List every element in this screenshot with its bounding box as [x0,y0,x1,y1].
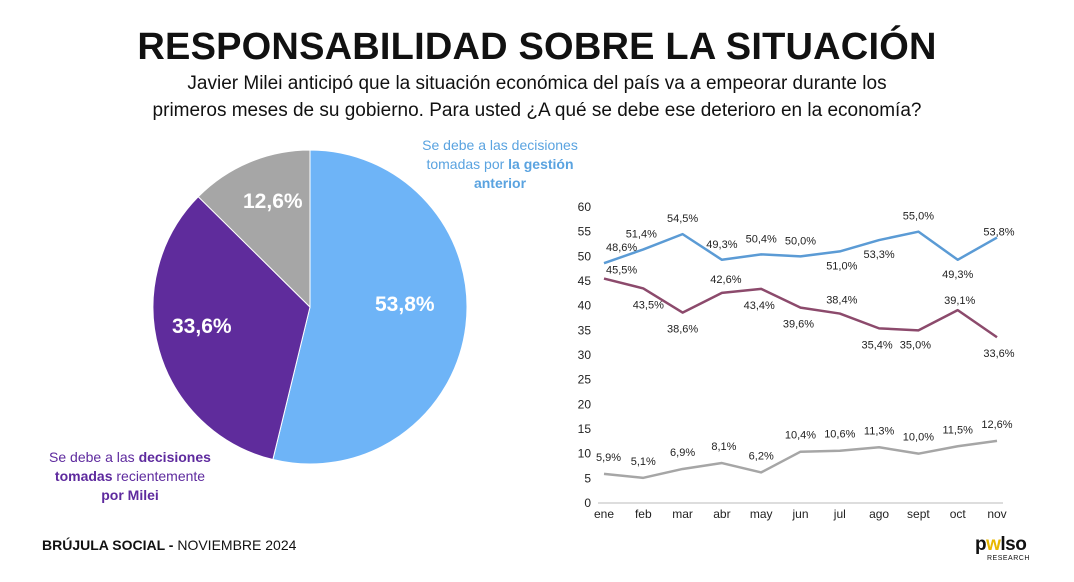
data-label: 11,3% [864,425,895,437]
pulso-research-logo: pwlso RESEARCH [975,535,1045,567]
y-tick-label: 15 [578,422,592,436]
logo-wordmark: pwlso [975,534,1027,555]
data-label: 54,5% [667,213,698,225]
y-tick-label: 40 [578,299,592,313]
pie-slice-1 [152,195,311,461]
pie-slice-2 [197,149,311,309]
data-label: 51,4% [626,228,657,240]
y-tick-label: 10 [578,447,592,461]
x-tick-label: ago [869,507,889,521]
question-line-2: primeros meses de su gobierno. Para uste… [152,100,922,121]
data-label: 49,3% [942,269,973,281]
data-label: 10,6% [824,429,855,441]
y-tick-label: 60 [578,200,592,214]
x-tick-label: mar [672,507,693,521]
footer: BRÚJULA SOCIAL - NOVIEMBRE 2024 [42,537,296,553]
data-label: 38,4% [826,295,857,307]
data-label: 5,1% [631,456,656,468]
y-tick-label: 30 [578,348,592,362]
x-tick-label: ene [594,507,614,521]
data-label: 33,6% [983,348,1014,360]
callout-milei: Se debe a las decisiones tomadas recient… [30,448,230,505]
logo-subtitle: RESEARCH [987,555,1030,562]
x-tick-label: feb [635,507,652,521]
pie-slice-0 [272,149,468,465]
data-label: 39,1% [944,295,975,307]
pie-label-milei: 33,6% [172,315,232,338]
series-line-1 [603,277,998,339]
data-label: 8,1% [711,441,736,453]
data-label: 6,2% [749,450,774,462]
callout-blue-line2-bold: la gestión [508,156,574,172]
data-label: 45,5% [606,265,637,277]
x-tick-label: nov [987,507,1006,521]
callout-purple-line2-bold: tomadas [54,468,113,484]
question-line-1: Javier Milei anticipó que la situación e… [187,73,887,94]
y-tick-label: 50 [578,249,592,263]
data-label: 53,3% [863,249,894,261]
callout-gestion-anterior: Se debe a las decisiones tomadas por la … [395,136,605,193]
pie-label-gestion-anterior: 53,8% [375,293,435,316]
data-label: 43,4% [744,300,775,312]
data-label: 50,4% [746,233,777,245]
data-label: 50,0% [785,235,816,247]
y-tick-label: 5 [584,471,591,485]
callout-purple-line2: recientemente [112,468,206,484]
data-label: 35,0% [900,339,931,351]
data-label: 53,8% [983,227,1014,239]
pie-label-otros: 12,6% [243,190,303,213]
data-label: 55,0% [903,211,934,223]
data-label: 42,6% [710,274,741,286]
data-label: 6,9% [670,447,695,459]
callout-blue-line3-bold: anterior [473,175,527,191]
data-label: 11,5% [943,424,974,436]
data-label: 35,4% [861,339,892,351]
y-tick-label: 55 [578,225,592,239]
y-tick-label: 35 [578,323,592,337]
footer-brand: BRÚJULA SOCIAL - [42,537,174,553]
x-tick-label: abr [713,507,730,521]
data-label: 43,5% [633,299,664,311]
data-label: 48,6% [606,242,637,254]
callout-purple-line1-bold: decisiones [138,449,211,465]
series-line-2 [603,439,998,480]
footer-date: NOVIEMBRE 2024 [173,537,297,553]
page-title: RESPONSABILIDAD SOBRE LA SITUACIÓN [137,26,937,68]
data-label: 39,6% [783,319,814,331]
y-tick-label: 20 [578,397,592,411]
callout-purple-line1: Se debe a las [49,449,139,465]
y-tick-label: 45 [578,274,592,288]
question-text: Javier Milei anticipó que la situación e… [0,70,1074,124]
callout-blue-line1: Se debe a las decisiones [422,137,578,153]
callout-blue-line2: tomadas por [426,156,509,172]
data-label: 10,0% [903,432,934,444]
data-label: 10,4% [785,430,816,442]
data-label: 5,9% [596,452,621,464]
data-label: 51,0% [826,260,857,272]
y-tick-label: 25 [578,373,592,387]
x-tick-label: sept [907,507,930,521]
callout-purple-line3-bold: por Milei [101,487,159,503]
x-tick-label: jun [791,507,808,521]
y-tick-label: 0 [584,496,591,510]
data-label: 49,3% [706,239,737,251]
data-label: 38,6% [667,324,698,336]
data-label: 12,6% [981,419,1012,431]
x-tick-label: may [750,507,773,521]
series-line-0 [603,230,998,265]
x-tick-label: oct [950,507,967,521]
x-tick-label: jul [833,507,846,521]
